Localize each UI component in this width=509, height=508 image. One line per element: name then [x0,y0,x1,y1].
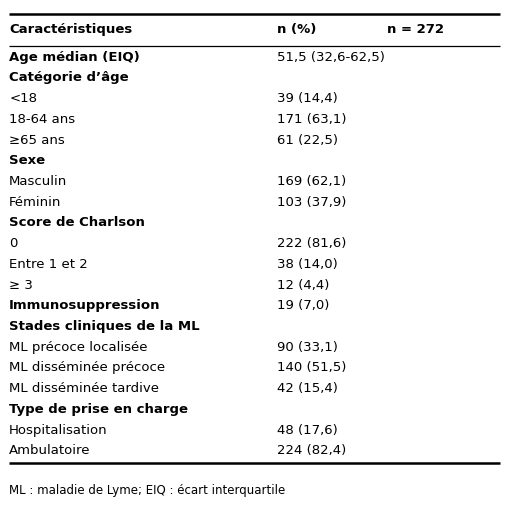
Text: Féminin: Féminin [9,196,62,209]
Text: ML disséminée tardive: ML disséminée tardive [9,382,159,395]
Text: 12 (4,4): 12 (4,4) [277,278,330,292]
Text: 42 (15,4): 42 (15,4) [277,382,338,395]
Text: Stades cliniques de la ML: Stades cliniques de la ML [9,320,200,333]
Text: 171 (63,1): 171 (63,1) [277,113,347,126]
Text: 222 (81,6): 222 (81,6) [277,237,347,250]
Text: n = 272: n = 272 [387,23,444,37]
Text: Hospitalisation: Hospitalisation [9,424,108,437]
Text: 0: 0 [9,237,17,250]
Text: ML : maladie de Lyme; EIQ : écart interquartile: ML : maladie de Lyme; EIQ : écart interq… [9,484,286,497]
Text: ML précoce localisée: ML précoce localisée [9,341,148,354]
Text: 19 (7,0): 19 (7,0) [277,299,330,312]
Text: 103 (37,9): 103 (37,9) [277,196,347,209]
Text: Immunosuppression: Immunosuppression [9,299,161,312]
Text: 224 (82,4): 224 (82,4) [277,444,347,457]
Text: 61 (22,5): 61 (22,5) [277,134,338,146]
Text: Masculin: Masculin [9,175,67,188]
Text: Catégorie d’âge: Catégorie d’âge [9,71,129,84]
Text: 18-64 ans: 18-64 ans [9,113,75,126]
Text: Sexe: Sexe [9,154,45,167]
Text: Type de prise en charge: Type de prise en charge [9,403,188,416]
Text: 48 (17,6): 48 (17,6) [277,424,338,437]
Text: Ambulatoire: Ambulatoire [9,444,91,457]
Text: ML disséminée précoce: ML disséminée précoce [9,362,165,374]
Text: Entre 1 et 2: Entre 1 et 2 [9,258,88,271]
Text: 51,5 (32,6-62,5): 51,5 (32,6-62,5) [277,51,385,64]
Text: 38 (14,0): 38 (14,0) [277,258,338,271]
Text: 39 (14,4): 39 (14,4) [277,92,338,105]
Text: Caractéristiques: Caractéristiques [9,23,132,37]
Text: Score de Charlson: Score de Charlson [9,216,145,230]
Text: 140 (51,5): 140 (51,5) [277,362,347,374]
Text: n (%): n (%) [277,23,317,37]
Text: ≥65 ans: ≥65 ans [9,134,65,146]
Text: <18: <18 [9,92,37,105]
Text: 169 (62,1): 169 (62,1) [277,175,347,188]
Text: 90 (33,1): 90 (33,1) [277,341,338,354]
Text: ≥ 3: ≥ 3 [9,278,33,292]
Text: Age médian (EIQ): Age médian (EIQ) [9,51,140,64]
